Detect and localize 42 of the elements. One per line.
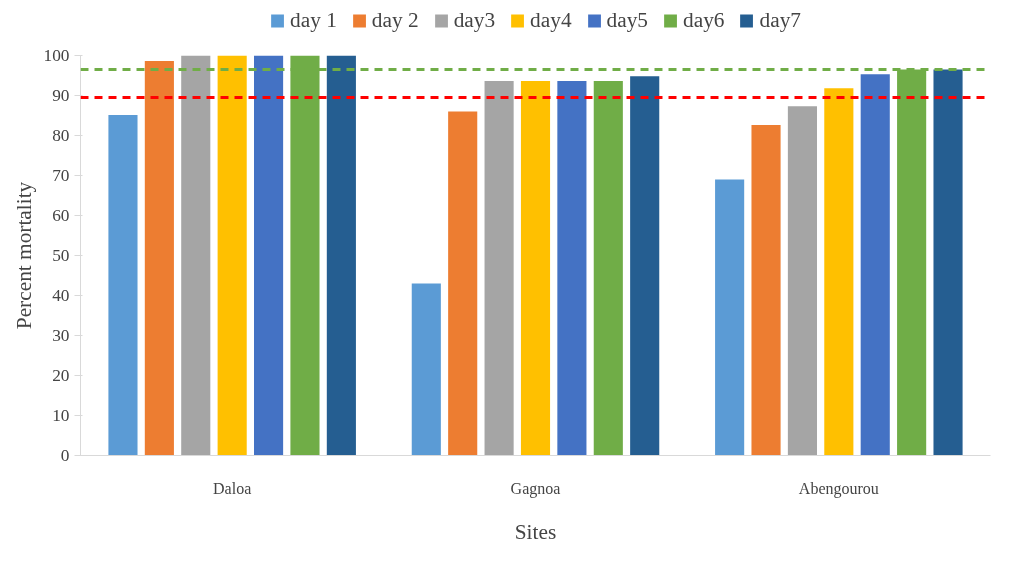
bar xyxy=(484,81,514,456)
y-tick-label: 0 xyxy=(60,446,70,465)
bar xyxy=(108,115,138,456)
y-tick-label: 70 xyxy=(52,166,70,185)
bar xyxy=(557,81,587,456)
y-tick-label: 50 xyxy=(52,246,70,265)
y-tick-label: 30 xyxy=(52,326,70,345)
legend-label: day 2 xyxy=(371,7,419,33)
x-tick-label: Gagnoa xyxy=(510,479,561,498)
bar xyxy=(181,55,211,456)
x-tick-label: Abengourou xyxy=(798,479,879,498)
y-tick-label: 20 xyxy=(52,366,70,385)
bar xyxy=(448,111,478,456)
x-tick-label: Daloa xyxy=(213,479,252,497)
legend-label: day7 xyxy=(759,7,801,33)
legend-label: day3 xyxy=(453,7,496,33)
bar xyxy=(824,88,854,456)
x-axis-title: Sites xyxy=(514,519,557,544)
bar xyxy=(751,125,781,456)
legend-label: day6 xyxy=(683,7,725,33)
bar xyxy=(411,283,441,456)
bar xyxy=(254,55,284,456)
bar xyxy=(715,179,745,456)
legend-label: day4 xyxy=(530,7,572,33)
bar xyxy=(787,106,817,456)
y-tick-label: 40 xyxy=(52,286,70,305)
bar xyxy=(326,55,356,456)
y-tick-label: 100 xyxy=(43,46,70,65)
legend-label: day5 xyxy=(606,7,649,33)
y-tick-label: 60 xyxy=(52,206,70,225)
bar xyxy=(593,81,623,456)
bar xyxy=(144,61,174,456)
bar xyxy=(520,81,551,456)
bar xyxy=(933,69,963,456)
y-tick-label: 80 xyxy=(52,126,70,145)
bar xyxy=(630,76,660,456)
bar xyxy=(860,74,890,456)
legend-label: day 1 xyxy=(290,7,337,33)
y-tick-label: 90 xyxy=(52,86,70,105)
y-axis-title: Percent mortality xyxy=(11,181,36,330)
bar xyxy=(217,55,247,456)
y-tick-label: 10 xyxy=(52,406,70,425)
